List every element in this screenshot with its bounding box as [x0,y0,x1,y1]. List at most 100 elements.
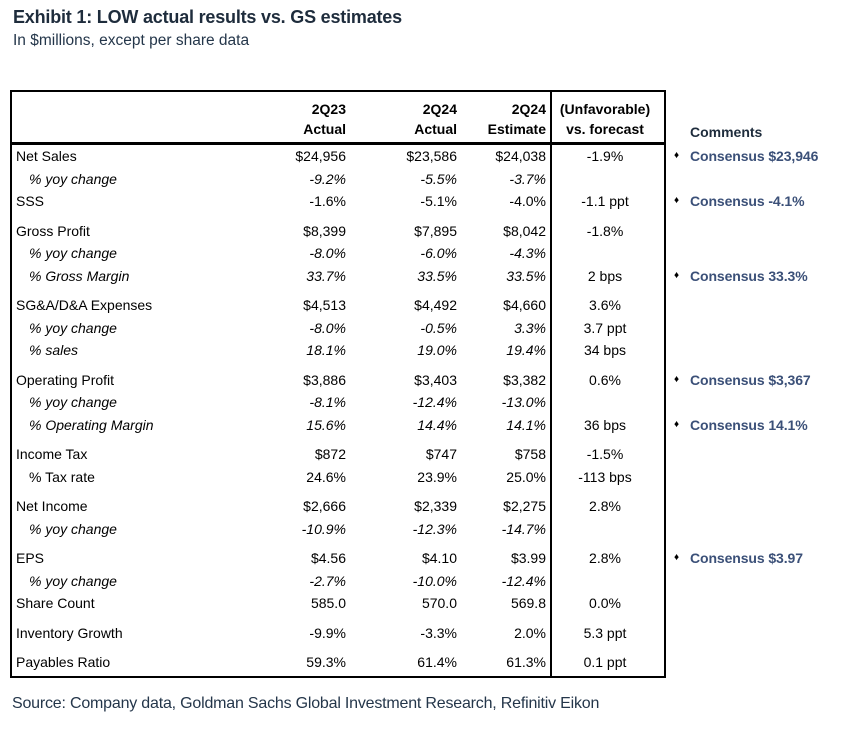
cell-2q24-estimate: 3.3% [514,319,546,336]
comment-text: Consensus $3.97 [690,550,803,566]
cell-2q24-estimate: 25.0% [506,468,546,485]
cell-2q23-actual: $4,513 [303,297,346,313]
cell-2q24-estimate: $2,275 [503,498,546,514]
cell-2q24-actual: -0.5% [420,319,457,336]
table-row: % sales 18.1% 19.0% 19.4% 34 bps [12,339,664,362]
cell-2q24-actual: $23,586 [406,148,457,164]
table-row: % Operating Margin 15.6% 14.4% 14.1% 36 … [12,414,664,437]
table-row: SG&A/D&A Expenses $4,513 $4,492 $4,660 3… [12,294,664,317]
diamond-icon: ♦ [674,195,680,206]
comments-body: ♦ Consensus $23,946 ♦ Consensus -4.1% ♦ … [674,145,846,674]
cell-2q24-actual: -12.4% [412,394,457,410]
cell-2q23-actual: 24.6% [306,468,346,485]
cell-2q24-estimate: 569.8 [510,595,546,611]
cell-2q24-actual: $3,403 [414,371,457,388]
row-label: Payables Ratio [16,654,111,670]
comment-row [674,168,846,191]
cell-2q24-actual: 33.5% [417,267,457,284]
cell-vs-forecast [546,518,664,541]
cell-2q24-estimate: 61.3% [506,654,546,670]
cell-2q24-actual: -5.1% [420,193,457,209]
cell-2q23-actual: -8.0% [309,319,346,336]
cell-2q24-estimate: $3.99 [510,550,546,566]
comment-row [674,242,846,265]
cell-2q23-actual: $3,886 [303,371,346,388]
cell-2q24-actual: $4,492 [414,297,457,313]
comment-row [674,622,846,645]
comment-row [674,466,846,489]
row-label: EPS [16,550,45,566]
cell-2q23-actual: 585.0 [310,595,346,611]
cell-2q24-actual: -10.0% [412,572,457,589]
cell-vs-forecast: 0.0% [589,595,621,611]
cell-2q23-actual: $872 [314,446,346,462]
comment-text: Consensus -4.1% [690,193,805,209]
row-label: % yoy change [29,245,117,261]
cell-vs-forecast: -1.9% [586,148,624,164]
cell-2q24-actual: $4.10 [421,550,457,566]
cell-2q24-actual: 61.4% [417,654,457,670]
table-row: Net Sales $24,956 $23,586 $24,038 -1.9% [12,145,664,168]
comment-row: ♦ Consensus 33.3% [674,265,846,288]
row-label: % Operating Margin [29,416,154,433]
cell-2q24-estimate: -3.7% [509,170,546,187]
cell-vs-forecast: 2.8% [589,498,621,514]
table-row: Net Income $2,666 $2,339 $2,275 2.8% [12,495,664,518]
cell-2q23-actual: $24,956 [295,148,346,164]
comment-row [674,317,846,340]
diamond-icon: ♦ [674,373,680,385]
table-row: Payables Ratio 59.3% 61.4% 61.3% 0.1 ppt [12,651,664,674]
cell-vs-forecast: 2 bps [587,267,623,284]
cell-2q24-estimate: $8,042 [503,222,546,239]
row-label: % sales [29,342,79,358]
cell-2q23-actual: 18.1% [306,342,346,358]
table-header-row: 2Q23 Actual 2Q24 Actual 2Q24 Estimate (U… [12,92,664,145]
cell-vs-forecast: 0.6% [589,371,621,388]
cell-2q24-actual: -3.3% [420,624,457,641]
cell-2q24-actual: $747 [425,446,457,462]
cell-2q24-estimate: -12.4% [501,572,546,589]
row-label: Gross Profit [16,222,90,239]
cell-vs-forecast [546,570,664,593]
table-row: Inventory Growth -9.9% -3.3% 2.0% 5.3 pp… [12,622,664,645]
table-row: Operating Profit $3,886 $3,403 $3,382 0.… [12,369,664,392]
cell-2q23-actual: 15.6% [306,416,346,433]
table-row: Share Count 585.0 570.0 569.8 0.0% [12,592,664,615]
comment-row [674,495,846,518]
header-empty [12,92,248,142]
diamond-icon: ♦ [674,269,680,281]
comment-text: Consensus $23,946 [690,148,819,164]
cell-2q24-estimate: $4,660 [503,297,546,313]
cell-2q24-estimate: 2.0% [514,624,546,641]
cell-vs-forecast [546,391,664,414]
cell-vs-forecast [546,168,664,191]
comment-row [674,570,846,593]
header-2q23-actual: 2Q23 Actual [303,101,346,137]
cell-vs-forecast: -1.8% [586,222,624,239]
column-divider-line [550,92,552,676]
comment-text: Consensus 14.1% [690,416,808,433]
row-label: Net Sales [16,148,77,164]
cell-2q24-actual: 14.4% [417,416,457,433]
table-row: Income Tax $872 $747 $758 -1.5% [12,443,664,466]
comment-row [674,518,846,541]
cell-2q24-estimate: -4.3% [509,245,546,261]
header-2q24-actual: 2Q24 Actual [414,101,457,137]
cell-2q23-actual: $4.56 [310,550,346,566]
cell-2q23-actual: 59.3% [306,654,346,670]
table-row: % Tax rate 24.6% 23.9% 25.0% -113 bps [12,466,664,489]
row-label: % yoy change [29,394,117,410]
cell-2q24-estimate: 19.4% [506,342,546,358]
cell-2q24-actual: -12.3% [412,520,457,537]
cell-2q24-estimate: -13.0% [501,394,546,410]
cell-2q23-actual: 33.7% [306,267,346,284]
cell-2q23-actual: -8.0% [309,245,346,261]
comment-row [674,592,846,615]
results-table: 2Q23 Actual 2Q24 Actual 2Q24 Estimate (U… [10,90,666,678]
cell-2q23-actual: -8.1% [309,394,346,410]
comments-header: Comments [690,124,763,140]
cell-2q24-actual: 23.9% [417,468,457,485]
cell-vs-forecast: 34 bps [583,342,627,358]
cell-2q23-actual: -10.9% [301,520,346,537]
row-label: % Gross Margin [29,267,130,284]
